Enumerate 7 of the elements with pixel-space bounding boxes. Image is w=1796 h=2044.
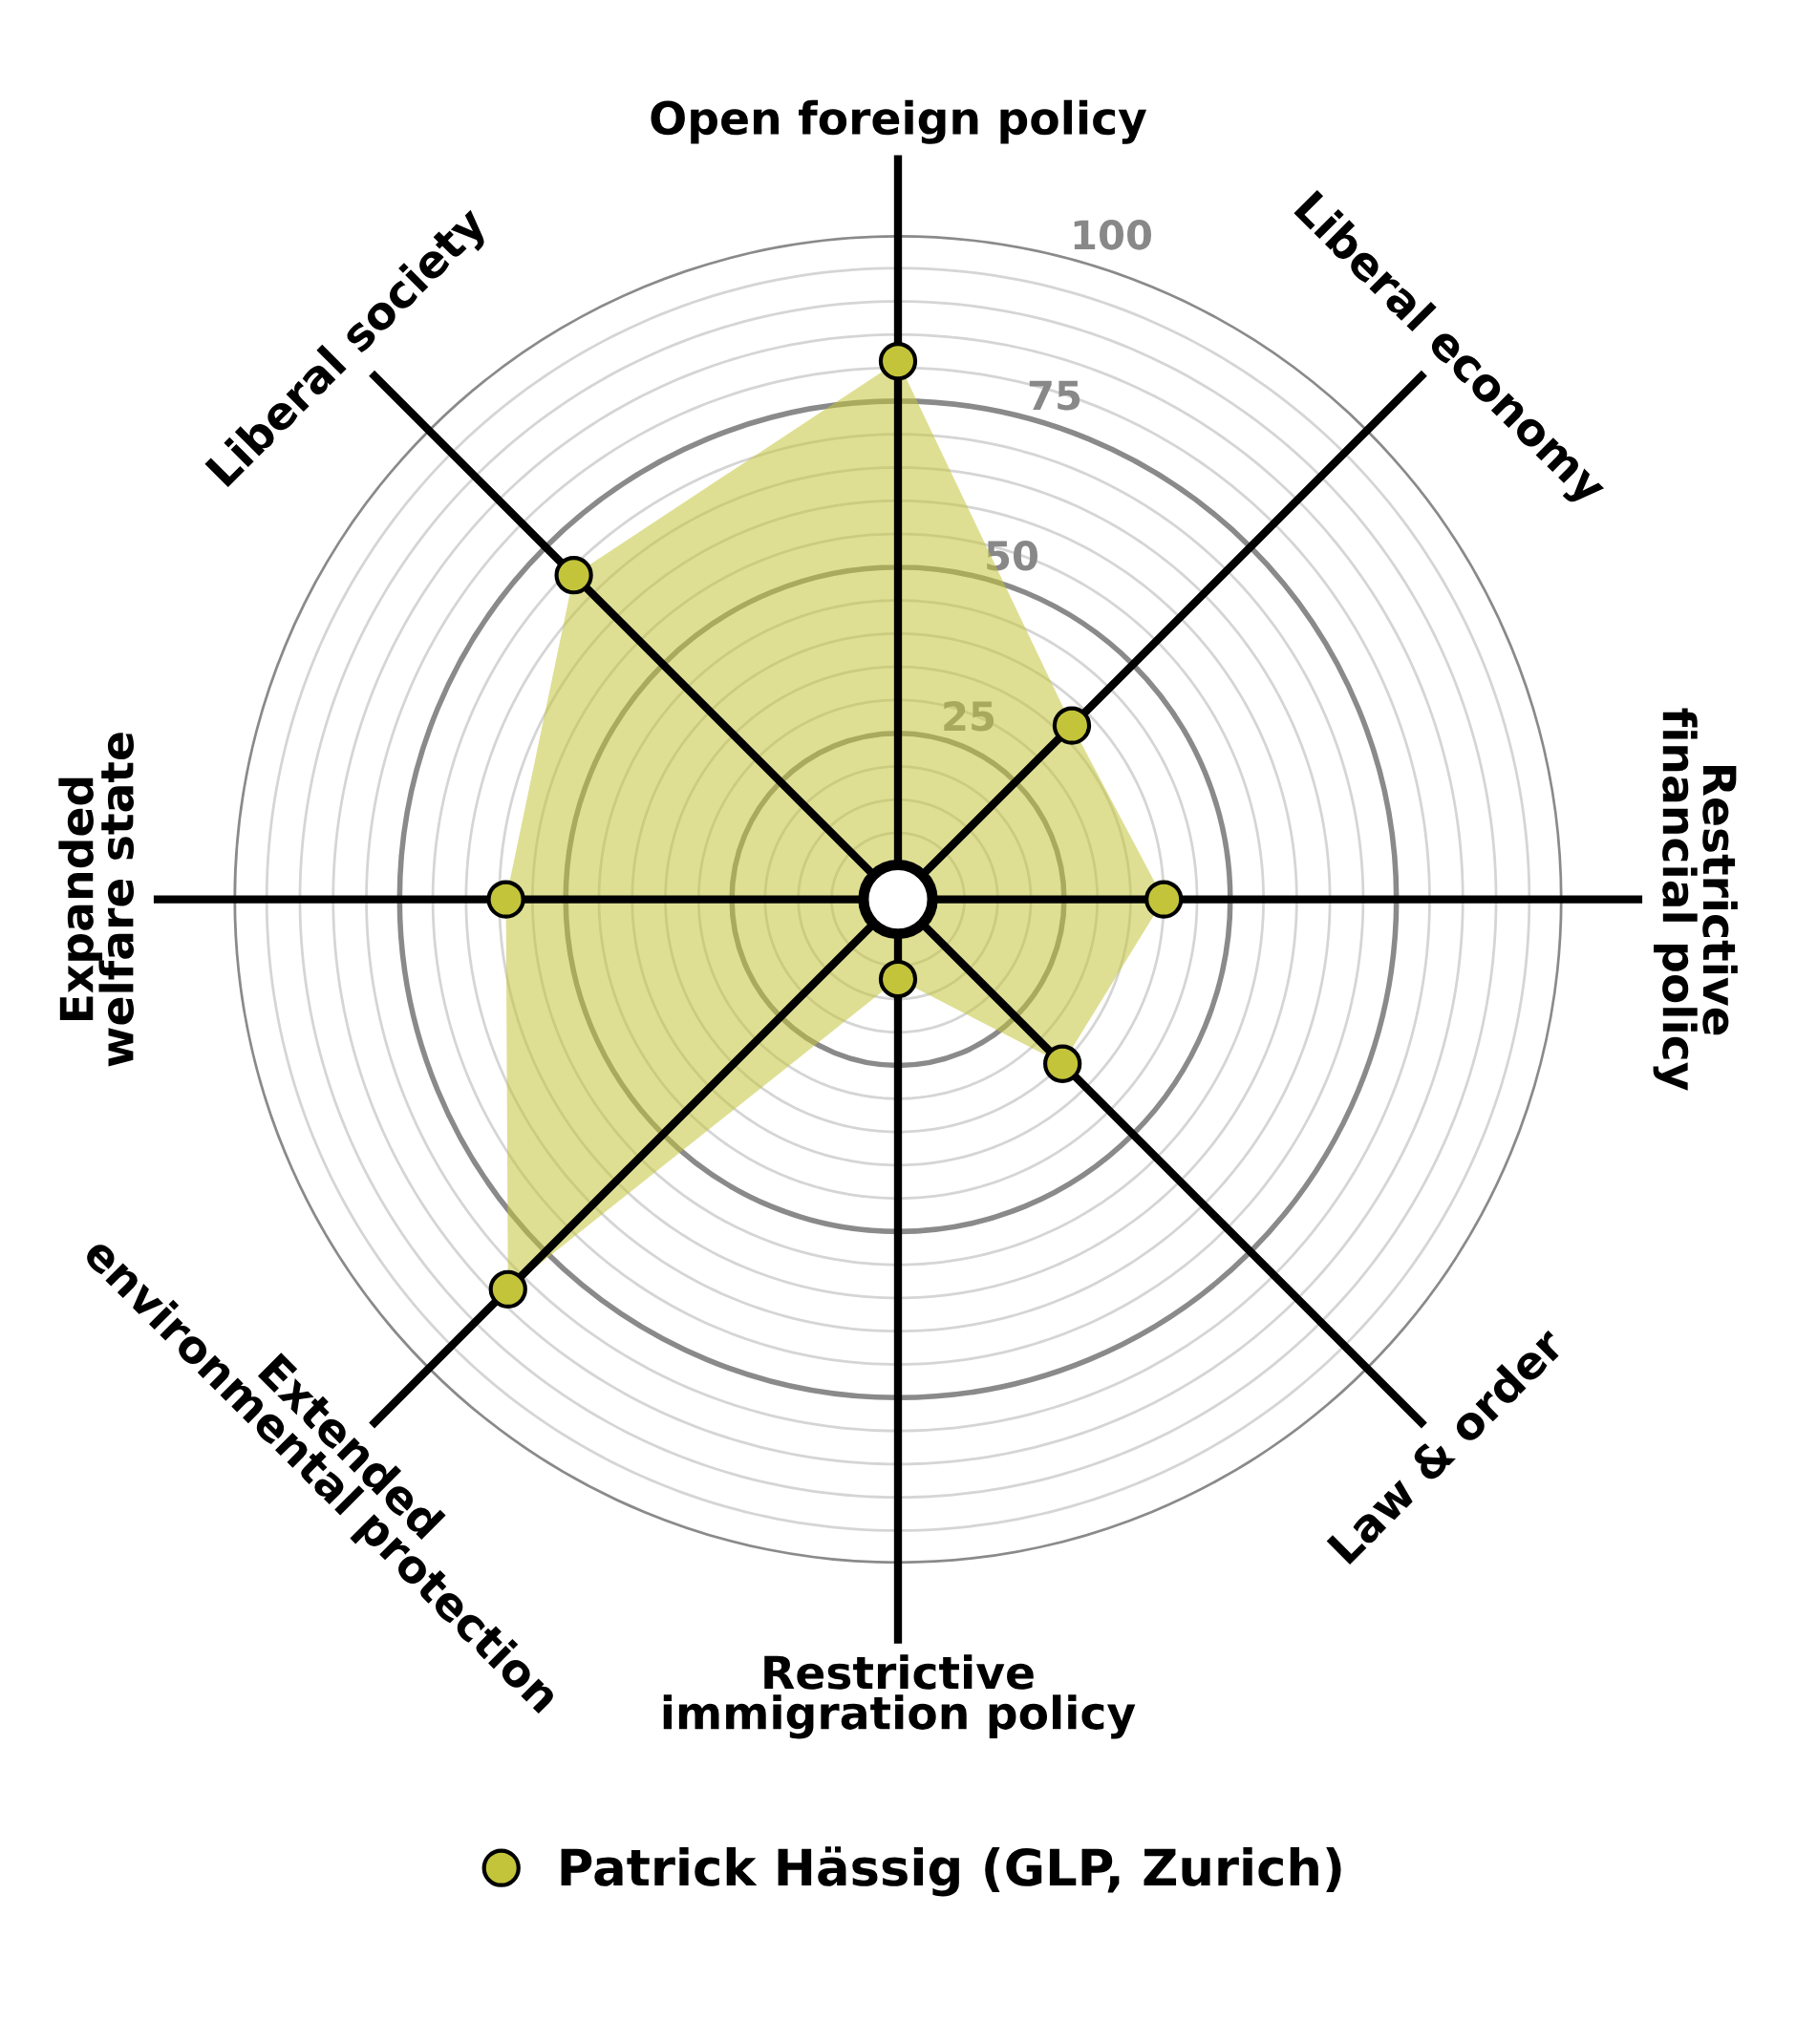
spoke-label: Restrictive immigration policy [663, 1654, 1136, 1739]
y-tick-label: 100 [1074, 220, 1152, 250]
legend-label: Patrick Hässig (GLP, Zurich) [561, 1846, 1341, 1897]
y-tick-label: 75 [1029, 380, 1080, 411]
spoke-label: Restrictive financial policy [1653, 708, 1738, 1091]
spoke-label: Expanded welfare state [58, 733, 135, 1067]
spoke-label: Open foreign policy [651, 99, 1147, 144]
